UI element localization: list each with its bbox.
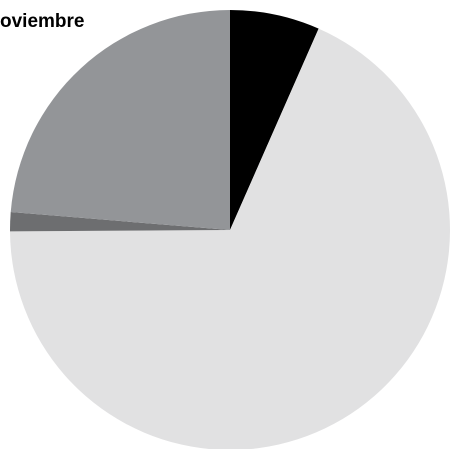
pie bbox=[10, 10, 450, 449]
pie-slice bbox=[230, 10, 319, 230]
pie-slice bbox=[10, 10, 231, 230]
pie-slice bbox=[10, 28, 450, 449]
pie-slice bbox=[10, 212, 231, 232]
chart-title: oviembre bbox=[0, 11, 84, 32]
